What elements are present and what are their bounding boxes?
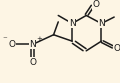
Text: O: O [93,0,100,9]
Text: +: + [36,36,42,42]
Text: N: N [69,19,76,28]
Text: O: O [113,43,120,53]
Text: N: N [98,19,105,28]
Text: ⁻: ⁻ [2,35,7,44]
Text: O: O [9,40,16,49]
Text: N: N [29,40,36,49]
Text: O: O [29,58,36,67]
